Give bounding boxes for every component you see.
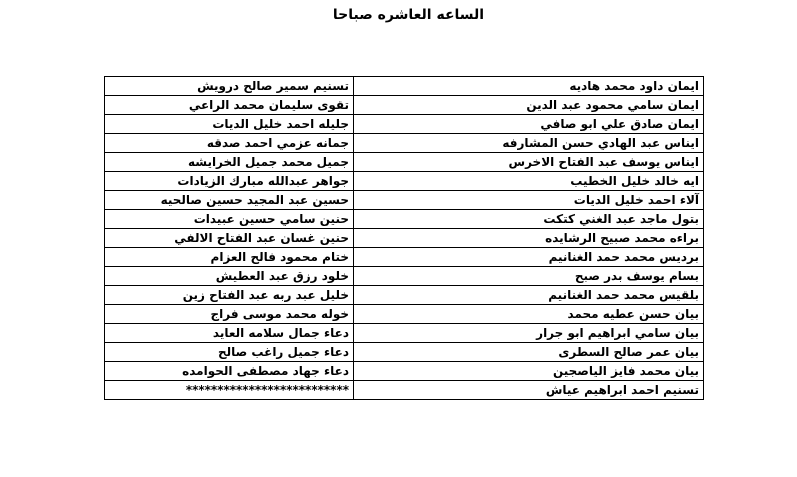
table-row: ايناس يوسف عبد الفتاح الاخرس جميل محمد ج… bbox=[104, 152, 704, 172]
name-cell: خلود رزق عبد العطيش bbox=[104, 266, 354, 286]
name-cell: دعاء جمال سلامه العايد bbox=[104, 323, 354, 343]
table-row: تسنيم احمد ابراهيم عياش ****************… bbox=[104, 380, 704, 400]
name-cell: دعاء جميل راغب صالح bbox=[104, 342, 354, 362]
name-cell: حسين عبد المجيد حسين صالحيه bbox=[104, 190, 354, 210]
name-cell: تسنيم سمير صالح درويش bbox=[104, 76, 354, 96]
name-cell: جمانه عزمي احمد صدقه bbox=[104, 133, 354, 153]
table-row: ايمان داود محمد هاديه تسنيم سمير صالح در… bbox=[104, 76, 704, 96]
names-table-body: ايمان داود محمد هاديه تسنيم سمير صالح در… bbox=[104, 76, 704, 400]
name-cell: ختام محمود فالح العزام bbox=[104, 247, 354, 267]
name-cell: بيان محمد فايز الياصجين bbox=[353, 361, 704, 381]
name-cell: بلقيس محمد حمد الغنانيم bbox=[353, 285, 704, 305]
name-cell: ايمان داود محمد هاديه bbox=[353, 76, 704, 96]
table-row: ايمان سامي محمود عبد الدين تقوى سليمان م… bbox=[104, 95, 704, 115]
name-cell: خليل عبد ربه عبد الفتاح زين bbox=[104, 285, 354, 305]
name-cell: جليله احمد خليل الديات bbox=[104, 114, 354, 134]
name-cell: ايه خالد خليل الخطيب bbox=[353, 171, 704, 191]
name-cell: برديس محمد حمد الغنانيم bbox=[353, 247, 704, 267]
name-cell: بيان حسن عطيه محمد bbox=[353, 304, 704, 324]
table-row: ايمان صادق علي ابو صافي جليله احمد خليل … bbox=[104, 114, 704, 134]
page-title: الساعه العاشره صباحا bbox=[332, 7, 485, 23]
name-cell: بيان عمر صالح السطرى bbox=[353, 342, 704, 362]
table-row: ايناس عبد الهادي حسن المشارفه جمانه عزمي… bbox=[104, 133, 704, 153]
name-cell: بسام يوسف بدر صبح bbox=[353, 266, 704, 286]
name-cell: حنين غسان عبد الفتاح الالفي bbox=[104, 228, 354, 248]
table-row: بتول ماجد عبد الغني كتكت حنين سامي حسين … bbox=[104, 209, 704, 229]
name-cell: خوله محمد موسى فراج bbox=[104, 304, 354, 324]
table-row: ايه خالد خليل الخطيب جواهر عبدالله مبارك… bbox=[104, 171, 704, 191]
name-cell: آلاء احمد خليل الديات bbox=[353, 190, 704, 210]
table-row: بيان حسن عطيه محمد خوله محمد موسى فراج bbox=[104, 304, 704, 324]
name-cell: بتول ماجد عبد الغني كتكت bbox=[353, 209, 704, 229]
name-cell: ************************** bbox=[104, 380, 354, 400]
name-cell: جواهر عبدالله مبارك الزيادات bbox=[104, 171, 354, 191]
name-cell: ايمان صادق علي ابو صافي bbox=[353, 114, 704, 134]
names-table: ايمان داود محمد هاديه تسنيم سمير صالح در… bbox=[104, 76, 704, 400]
name-cell: ايناس يوسف عبد الفتاح الاخرس bbox=[353, 152, 704, 172]
table-row: بيان سامي ابراهيم ابو جرار دعاء جمال سلا… bbox=[104, 323, 704, 343]
table-row: بلقيس محمد حمد الغنانيم خليل عبد ربه عبد… bbox=[104, 285, 704, 305]
table-row: براءه محمد صبيح الرشايده حنين غسان عبد ا… bbox=[104, 228, 704, 248]
name-cell: ايناس عبد الهادي حسن المشارفه bbox=[353, 133, 704, 153]
name-cell: براءه محمد صبيح الرشايده bbox=[353, 228, 704, 248]
table-row: بسام يوسف بدر صبح خلود رزق عبد العطيش bbox=[104, 266, 704, 286]
name-cell: دعاء جهاد مصطفى الحوامده bbox=[104, 361, 354, 381]
name-cell: تسنيم احمد ابراهيم عياش bbox=[353, 380, 704, 400]
name-cell: جميل محمد جميل الخرايشه bbox=[104, 152, 354, 172]
name-cell: تقوى سليمان محمد الراعي bbox=[104, 95, 354, 115]
name-cell: حنين سامي حسين عبيدات bbox=[104, 209, 354, 229]
table-row: برديس محمد حمد الغنانيم ختام محمود فالح … bbox=[104, 247, 704, 267]
table-row: بيان عمر صالح السطرى دعاء جميل راغب صالح bbox=[104, 342, 704, 362]
name-cell: ايمان سامي محمود عبد الدين bbox=[353, 95, 704, 115]
table-row: آلاء احمد خليل الديات حسين عبد المجيد حس… bbox=[104, 190, 704, 210]
table-row: بيان محمد فايز الياصجين دعاء جهاد مصطفى … bbox=[104, 361, 704, 381]
name-cell: بيان سامي ابراهيم ابو جرار bbox=[353, 323, 704, 343]
